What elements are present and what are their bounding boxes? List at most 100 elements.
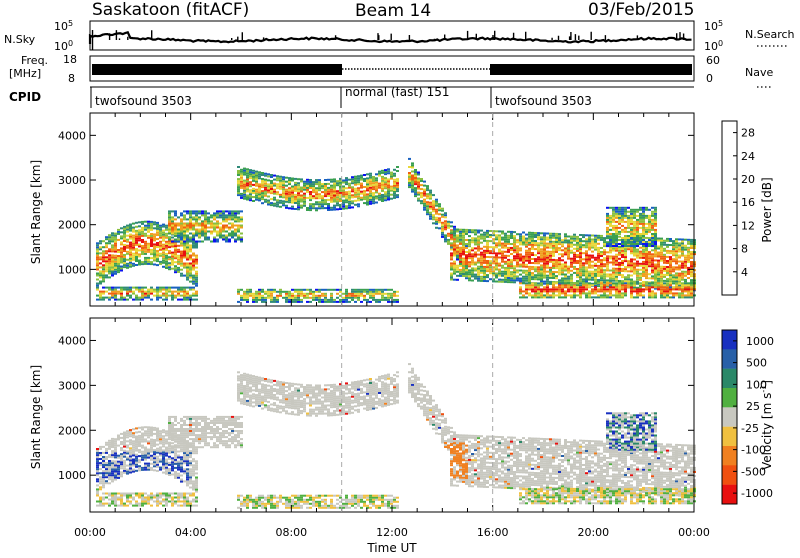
power-cell [237, 235, 240, 237]
power-cell [396, 190, 399, 192]
power-cell [318, 297, 321, 299]
power-cell [564, 241, 567, 243]
power-cell [666, 262, 669, 264]
power-cell [339, 200, 342, 202]
power-cell [618, 236, 621, 238]
velocity-cell [114, 462, 117, 464]
power-cell [564, 247, 567, 249]
power-cell [297, 196, 300, 198]
power-cell [675, 279, 678, 281]
power-cell [483, 276, 486, 278]
power-cell [183, 241, 186, 243]
power-cell [609, 282, 612, 284]
power-cell [516, 245, 519, 247]
power-cell [690, 271, 693, 273]
velocity-cell [135, 464, 138, 466]
power-cell [240, 239, 243, 241]
power-cell [297, 192, 300, 194]
power-cell [168, 225, 171, 227]
power-cell [603, 277, 606, 279]
power-cell [381, 172, 384, 174]
power-cell [657, 284, 660, 286]
power-cell [417, 194, 420, 196]
power-cell [666, 246, 669, 248]
power-cell [642, 233, 645, 235]
power-cell [273, 185, 276, 187]
power-cell [453, 269, 456, 271]
power-cell [474, 231, 477, 233]
power-cell [567, 254, 570, 256]
power-cell [276, 205, 279, 207]
power-cell [558, 286, 561, 288]
power-cell [186, 275, 189, 277]
power-cell [312, 291, 315, 293]
power-cell [675, 256, 678, 258]
power-cell [396, 166, 399, 168]
velocity-cell [129, 431, 132, 433]
power-cell [594, 257, 597, 259]
power-cell [648, 294, 651, 296]
velocity-cell [105, 462, 108, 464]
power-cell [531, 238, 534, 240]
velocity-cell [135, 442, 138, 444]
power-cell [627, 278, 630, 280]
power-cell [417, 172, 420, 174]
power-cell [627, 235, 630, 237]
power-cell [549, 241, 552, 243]
power-cell [606, 251, 609, 253]
power-cell [651, 282, 654, 284]
power-cell [579, 244, 582, 246]
power-cell [228, 212, 231, 214]
power-cell [516, 241, 519, 243]
velocity-cell [96, 478, 99, 480]
power-cell [627, 207, 630, 209]
velocity-cell [123, 472, 126, 474]
power-cell [279, 180, 282, 182]
power-cell [621, 284, 624, 286]
power-cell [555, 271, 558, 273]
power-cell [516, 253, 519, 255]
power-cell [654, 229, 657, 231]
power-cell [543, 288, 546, 290]
power-cell [570, 250, 573, 252]
power-cell [378, 185, 381, 187]
power-cell [129, 252, 132, 254]
velocity-cell [99, 503, 102, 505]
power-cell [612, 227, 615, 229]
power-cell [480, 238, 483, 240]
power-cell [120, 289, 123, 291]
power-cell [438, 221, 441, 223]
power-cell [417, 188, 420, 190]
power-cell [543, 273, 546, 275]
power-cell [654, 266, 657, 268]
power-cell [375, 202, 378, 204]
power-cell [426, 213, 429, 215]
power-cell [510, 279, 513, 281]
power-cell [231, 223, 234, 225]
power-cell [138, 235, 141, 237]
power-cell [246, 199, 249, 201]
power-cell [270, 182, 273, 184]
power-cell [621, 243, 624, 245]
power-cell [240, 187, 243, 189]
power-cell [258, 177, 261, 179]
power-cell [174, 269, 177, 271]
power-cell [477, 248, 480, 250]
power-cell [552, 282, 555, 284]
power-cell [291, 194, 294, 196]
power-cell [441, 230, 444, 232]
power-cell [633, 241, 636, 243]
velocity-cell [102, 464, 105, 466]
power-cell [219, 237, 222, 239]
power-cell [558, 265, 561, 267]
velocity-cell [132, 440, 135, 442]
power-cell [384, 171, 387, 173]
power-cell [192, 255, 195, 257]
power-cell [318, 179, 321, 181]
power-cell [168, 264, 171, 266]
power-cell [546, 247, 549, 249]
power-cell [561, 265, 564, 267]
power-cell [444, 238, 447, 240]
power-cell [672, 282, 675, 284]
power-cell [510, 253, 513, 255]
